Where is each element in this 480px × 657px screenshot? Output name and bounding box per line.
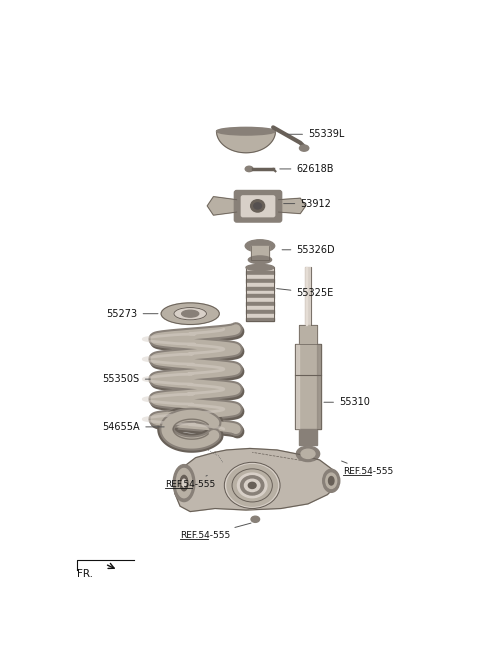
- Ellipse shape: [248, 256, 272, 263]
- Ellipse shape: [300, 145, 309, 151]
- Ellipse shape: [251, 200, 264, 212]
- Ellipse shape: [216, 127, 276, 135]
- Text: REF.54-555: REF.54-555: [342, 461, 393, 476]
- Text: 55273: 55273: [107, 309, 158, 319]
- Bar: [246, 306, 274, 310]
- Ellipse shape: [173, 464, 195, 501]
- Bar: [246, 313, 274, 317]
- Ellipse shape: [328, 476, 334, 485]
- Bar: [299, 325, 317, 344]
- FancyBboxPatch shape: [234, 191, 282, 222]
- Bar: [246, 310, 274, 313]
- Bar: [246, 275, 274, 279]
- Polygon shape: [207, 196, 237, 215]
- Bar: [305, 267, 311, 325]
- Text: 55325E: 55325E: [276, 288, 334, 298]
- Text: 53912: 53912: [284, 198, 331, 208]
- Ellipse shape: [238, 473, 267, 498]
- Ellipse shape: [301, 449, 315, 459]
- FancyBboxPatch shape: [241, 196, 275, 217]
- Ellipse shape: [296, 446, 320, 461]
- Ellipse shape: [180, 476, 188, 491]
- Bar: [246, 283, 274, 286]
- Text: 54655A: 54655A: [103, 422, 164, 432]
- Ellipse shape: [244, 479, 260, 491]
- Text: REF.54-555: REF.54-555: [165, 476, 215, 489]
- Bar: [246, 286, 274, 290]
- Bar: [295, 344, 321, 429]
- Bar: [246, 294, 274, 298]
- Bar: [246, 290, 274, 294]
- Ellipse shape: [251, 516, 260, 522]
- Text: 62618B: 62618B: [280, 164, 334, 174]
- Bar: [300, 429, 316, 445]
- Ellipse shape: [245, 166, 253, 171]
- Bar: [246, 302, 274, 306]
- Ellipse shape: [227, 464, 277, 506]
- Bar: [246, 298, 274, 302]
- Bar: [246, 271, 274, 275]
- Ellipse shape: [181, 310, 199, 317]
- Ellipse shape: [176, 468, 192, 498]
- Polygon shape: [175, 449, 339, 512]
- Ellipse shape: [323, 469, 340, 492]
- Ellipse shape: [182, 479, 186, 487]
- Text: 55326D: 55326D: [282, 245, 335, 255]
- Ellipse shape: [326, 473, 336, 489]
- Ellipse shape: [240, 476, 264, 495]
- Ellipse shape: [161, 303, 219, 325]
- Text: 55310: 55310: [324, 397, 370, 407]
- Ellipse shape: [224, 463, 280, 509]
- Bar: [246, 267, 274, 271]
- Ellipse shape: [254, 203, 262, 209]
- Ellipse shape: [245, 240, 275, 252]
- Bar: [246, 279, 274, 283]
- Polygon shape: [216, 131, 276, 152]
- Bar: [295, 344, 300, 429]
- Ellipse shape: [248, 482, 256, 489]
- Text: 55350S: 55350S: [103, 374, 150, 384]
- Ellipse shape: [246, 264, 274, 271]
- Text: REF.54-555: REF.54-555: [180, 523, 251, 540]
- Bar: [305, 267, 307, 325]
- Text: 55339L: 55339L: [288, 129, 344, 139]
- Bar: [316, 344, 321, 429]
- Polygon shape: [278, 198, 306, 214]
- Ellipse shape: [174, 307, 206, 320]
- Bar: [246, 317, 274, 321]
- Text: FR.: FR.: [77, 570, 93, 579]
- Bar: [251, 246, 269, 260]
